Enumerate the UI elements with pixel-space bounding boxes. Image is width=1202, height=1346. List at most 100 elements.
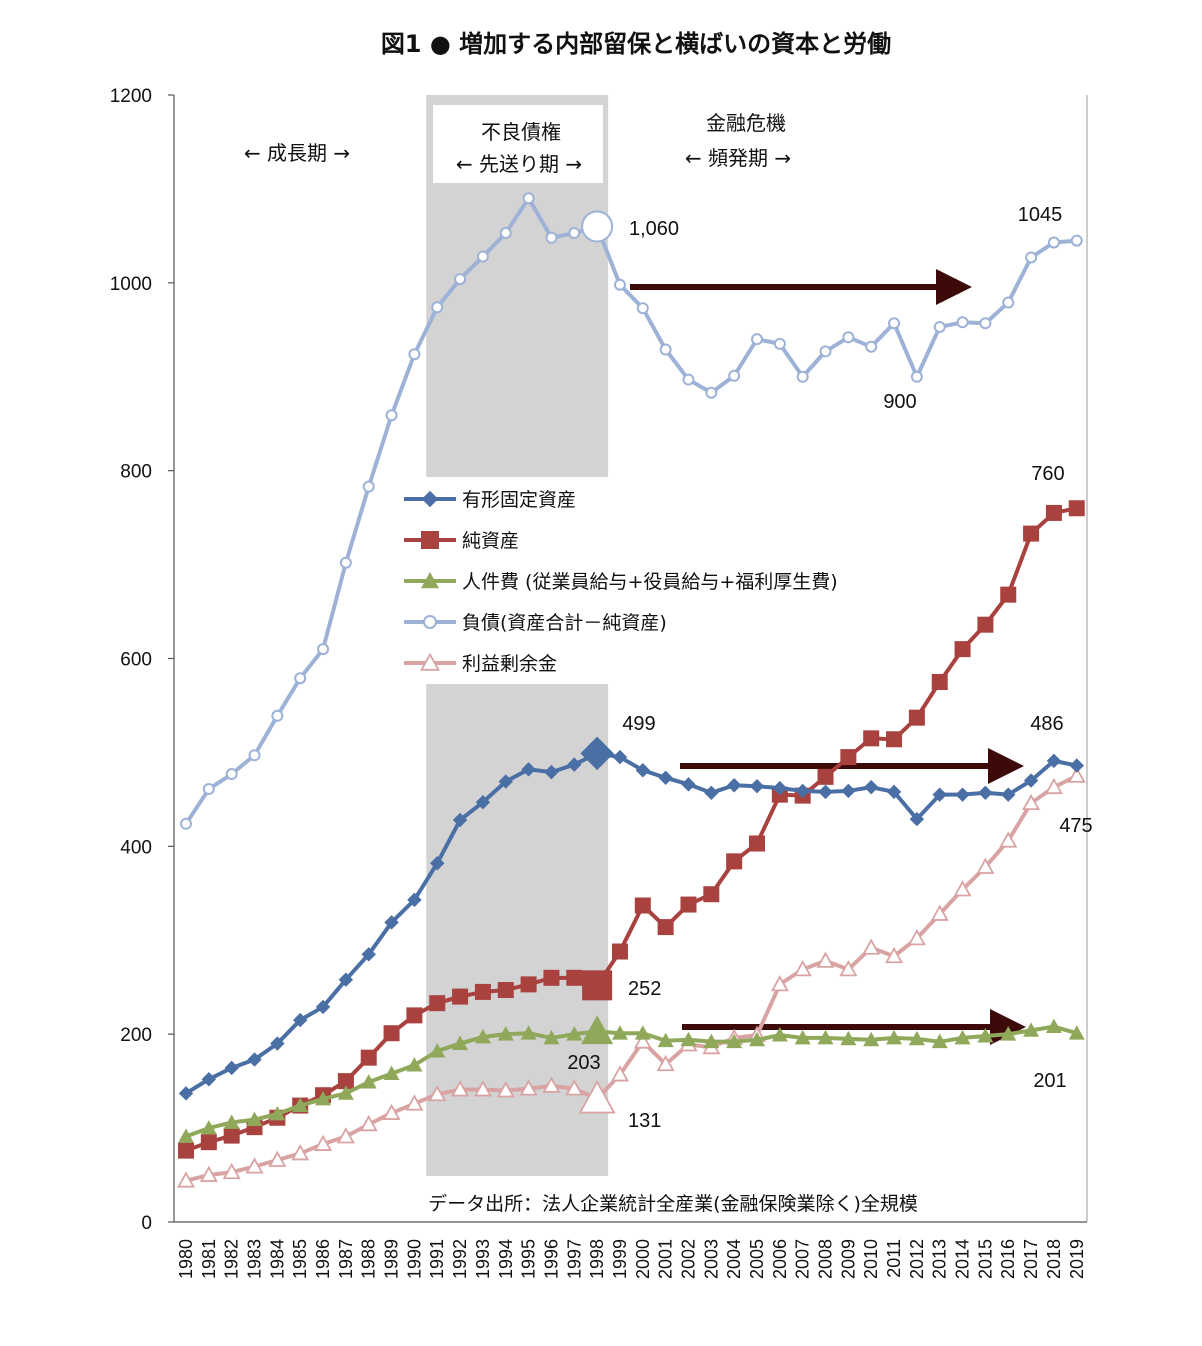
shaded-period-lower: [426, 684, 609, 1176]
shaded-period-label-box: [433, 105, 603, 183]
legend-marker: [421, 531, 439, 549]
data-point: [520, 1025, 537, 1040]
x-tick-label: 1982: [222, 1239, 242, 1279]
x-tick-label: 2006: [770, 1239, 790, 1279]
data-point: [886, 731, 903, 748]
data-point: [452, 1035, 469, 1050]
x-tick-label: 1991: [427, 1239, 447, 1279]
data-point: [955, 787, 970, 802]
x-tick-label: 1994: [496, 1239, 516, 1279]
x-tick-label: 2004: [724, 1239, 744, 1279]
shaded-period-label-line1: 不良債権: [481, 120, 561, 144]
data-point: [977, 616, 994, 633]
x-tick-label: 2017: [1021, 1239, 1041, 1279]
data-point: [406, 1057, 423, 1072]
data-point: [796, 370, 809, 383]
x-tick-label: 2010: [861, 1239, 881, 1279]
data-point: [816, 951, 835, 968]
data-point: [977, 1028, 994, 1043]
data-point: [246, 1111, 263, 1127]
x-tick-label: 2008: [816, 1239, 836, 1279]
data-point: [908, 709, 925, 726]
x-tick-label: 2018: [1044, 1239, 1064, 1279]
data-point: [888, 317, 901, 330]
x-tick-label: 2005: [747, 1239, 767, 1279]
data-point: [839, 960, 858, 977]
series-2: [178, 1015, 1085, 1143]
data-point: [978, 785, 993, 801]
data-point: [1067, 766, 1086, 783]
legend-label: 有形固定資産: [462, 489, 576, 511]
data-point: [658, 770, 673, 785]
data-point: [245, 1157, 264, 1174]
label-labor-cost-2019: 201: [1033, 1070, 1066, 1092]
data-point: [976, 857, 995, 874]
series-line: [185, 774, 1078, 1183]
crisis-label-line1: 金融危機: [706, 111, 786, 135]
data-point: [200, 1134, 217, 1151]
x-tick-label: 2012: [907, 1239, 927, 1279]
data-point: [613, 278, 626, 291]
data-point: [931, 673, 948, 690]
shaded-period-label-line2: ← 先送り期 →: [456, 152, 582, 176]
data-point: [863, 779, 879, 795]
x-tick-label: 2014: [953, 1239, 973, 1279]
data-point: [1002, 296, 1015, 309]
data-point: [862, 938, 881, 955]
data-point: [680, 1031, 697, 1047]
x-tick-label: 1988: [359, 1239, 379, 1279]
y-tick-label: 0: [141, 1213, 152, 1234]
data-point: [703, 1033, 720, 1049]
data-point: [840, 1030, 857, 1046]
data-point: [633, 1032, 652, 1049]
data-point: [268, 1150, 287, 1167]
data-point: [930, 904, 949, 921]
data-point: [430, 856, 445, 871]
data-point: [657, 1032, 674, 1048]
data-point: [634, 1025, 651, 1040]
x-tick-label: 2002: [678, 1239, 698, 1279]
data-point: [795, 783, 810, 799]
data-point: [429, 1043, 446, 1058]
data-point: [545, 231, 558, 244]
data-point: [270, 1036, 285, 1051]
series-1: [178, 500, 1085, 1159]
data-point: [519, 1079, 538, 1096]
data-point: [863, 1031, 880, 1047]
data-point: [954, 1029, 971, 1045]
x-tick-label: 1996: [541, 1239, 561, 1279]
data-point: [886, 784, 902, 800]
data-point: [383, 1025, 400, 1042]
data-point: [1000, 586, 1017, 603]
legend-marker: [421, 490, 439, 508]
data-point: [681, 777, 696, 792]
data-point: [178, 1086, 194, 1101]
data-point: [932, 787, 947, 802]
data-point: [408, 348, 421, 361]
data-point: [180, 817, 192, 830]
data-point: [1023, 773, 1039, 788]
data-point: [339, 556, 352, 569]
data-point: [1069, 758, 1084, 773]
x-tick-label: 1995: [519, 1239, 539, 1279]
data-point: [248, 749, 261, 762]
data-point: [794, 1029, 811, 1045]
data-point: [224, 1060, 239, 1076]
data-point: [476, 250, 489, 263]
data-point: [474, 983, 491, 1000]
data-point-highlight: [580, 736, 614, 771]
data-point: [1070, 234, 1083, 247]
data-point: [1022, 793, 1041, 811]
data-point: [497, 1026, 514, 1041]
label-net-assets-2019: 760: [1031, 463, 1064, 485]
data-point: [337, 1073, 354, 1090]
data-point: [385, 409, 398, 422]
legend-label: 人件費 (従業員給与+役員給与+福利厚生費): [462, 571, 838, 593]
data-point: [726, 853, 743, 870]
data-point: [383, 1065, 400, 1081]
data-point: [566, 1026, 583, 1041]
data-point: [407, 892, 422, 908]
x-tick-label: 1992: [450, 1239, 470, 1279]
